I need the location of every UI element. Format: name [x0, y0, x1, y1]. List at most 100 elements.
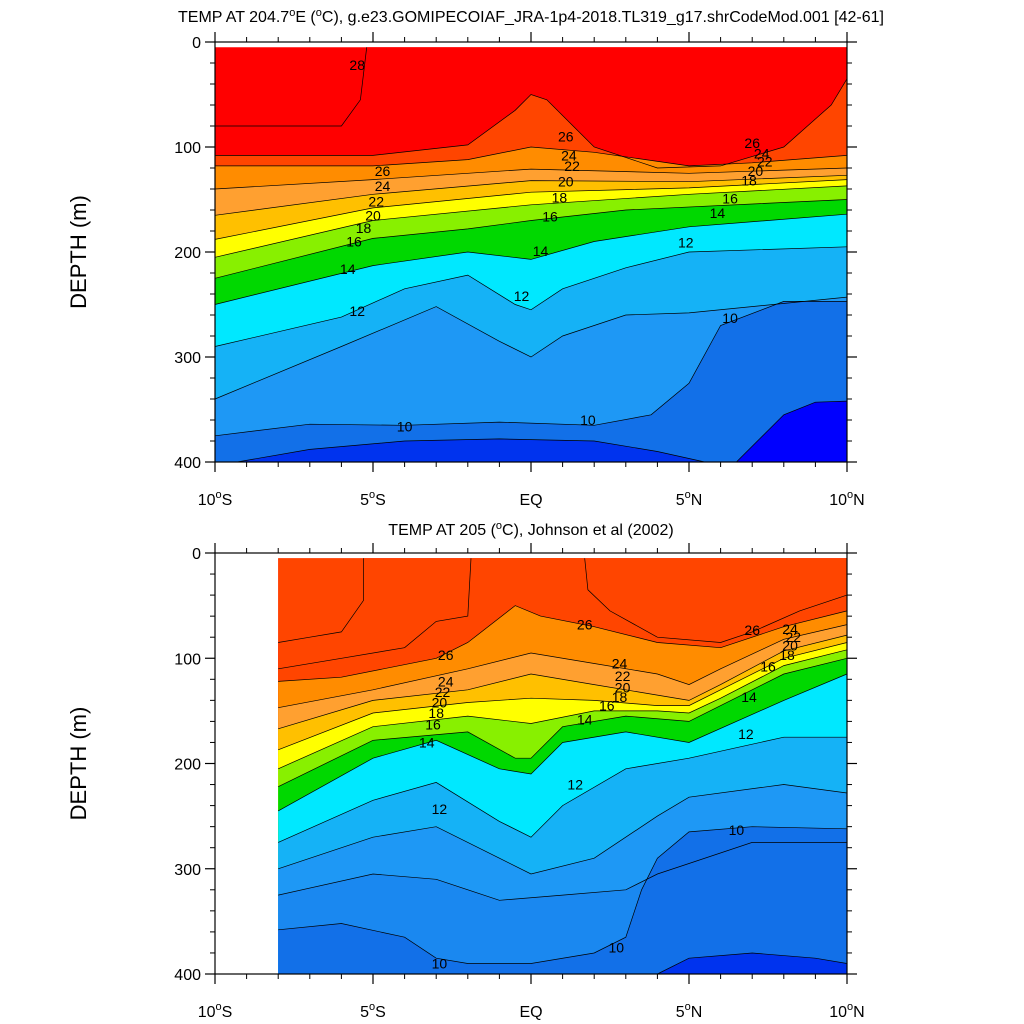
contour-label: 18: [552, 189, 568, 205]
contour-label: 14: [533, 243, 549, 259]
contour-label: 20: [615, 680, 631, 696]
y-tick-label: 300: [174, 350, 201, 367]
contour-label: 16: [722, 190, 738, 206]
x-tick-label: 10oS: [198, 1001, 233, 1021]
isotherm-line: [278, 605, 848, 682]
chart-title: TEMP AT 204.7oE (oC), g.e23.GOMIPECOIAF_…: [178, 7, 884, 26]
isotherm-line: [278, 657, 848, 788]
x-tick-label: 5oN: [676, 1001, 703, 1021]
contour-label: 26: [438, 647, 454, 663]
contour-label: 20: [558, 174, 574, 190]
isotherm-fill: [215, 438, 705, 462]
x-tick-label: 5oN: [676, 489, 703, 509]
contour-label: 18: [779, 647, 795, 663]
contour-label: 14: [577, 711, 593, 727]
isotherm-line: [278, 634, 848, 730]
contour-label: 18: [428, 705, 444, 721]
isotherm-line: [278, 826, 848, 964]
contour-label: 24: [612, 656, 628, 672]
isotherm-line: [278, 624, 848, 709]
contour-label: 16: [760, 659, 776, 675]
contour-label: 20: [432, 695, 448, 711]
chart-title: TEMP AT 205 (oC), Johnson et al (2002): [388, 520, 673, 539]
isotherm-fill: [736, 401, 847, 462]
isotherm-line: [278, 736, 847, 843]
contour-label: 26: [744, 622, 760, 638]
contour-label: 24: [561, 147, 577, 163]
isotherm-line: [214, 213, 848, 305]
contour-label: 12: [432, 801, 448, 817]
contour-label: 28: [349, 57, 365, 73]
isotherm-line: [278, 784, 848, 875]
contour-label: 14: [340, 261, 356, 277]
isotherm-line: [214, 199, 848, 279]
contour-label: 24: [754, 145, 770, 161]
y-tick-label: 100: [174, 651, 201, 668]
isotherm-fill: [278, 826, 847, 974]
isotherm-line: [215, 47, 368, 127]
contour-label: 26: [375, 163, 391, 179]
isotherm-fill: [657, 953, 847, 974]
contour-label: 12: [738, 726, 754, 742]
contour-label: 10: [722, 310, 738, 326]
y-tick-label: 200: [174, 757, 201, 774]
isotherm-line: [278, 842, 847, 901]
contour-label: 10: [609, 940, 625, 956]
contour-label: 22: [786, 629, 802, 645]
contour-label: 22: [435, 684, 451, 700]
isotherm-line: [278, 642, 848, 751]
contour-label: 10: [432, 956, 448, 972]
contour-label: 26: [558, 129, 574, 145]
contour-label: 14: [710, 205, 726, 221]
isotherm-line: [214, 301, 847, 437]
contour-label: 22: [757, 154, 773, 170]
contour-label: 22: [615, 668, 631, 684]
y-axis-label: DEPTH (m): [66, 707, 91, 821]
isotherm-line: [215, 146, 848, 167]
isotherm-line: [278, 558, 472, 670]
y-tick-label: 200: [174, 245, 201, 262]
y-tick-label: 0: [192, 546, 201, 563]
contour-label: 16: [599, 698, 615, 714]
isotherm-line: [214, 179, 848, 240]
contour-label: 24: [375, 178, 391, 194]
isotherm-line: [214, 246, 848, 347]
contour-label: 14: [419, 735, 435, 751]
contour-label: 16: [542, 208, 558, 224]
contour-label: 12: [514, 288, 530, 304]
isotherm-line: [278, 649, 848, 770]
contour-label: 22: [564, 158, 580, 174]
x-tick-label: 5oS: [360, 489, 386, 509]
contour-label: 12: [678, 235, 694, 251]
contour-label: 10: [729, 822, 745, 838]
isotherm-line: [278, 673, 848, 812]
y-tick-label: 0: [192, 35, 201, 52]
contour-label: 16: [425, 717, 441, 733]
contour-label: 16: [346, 234, 362, 250]
x-tick-label: EQ: [519, 492, 542, 509]
contour-label: 18: [356, 220, 372, 236]
isotherm-line: [584, 558, 848, 643]
contour-label: 22: [368, 194, 384, 210]
contour-label: 18: [612, 689, 628, 705]
x-tick-label: 10oS: [198, 489, 233, 509]
isotherm-fill: [215, 301, 847, 462]
isotherm-line: [214, 296, 848, 400]
x-tick-label: 5oS: [360, 1001, 386, 1021]
contour-label: 10: [397, 418, 413, 434]
y-tick-label: 400: [174, 967, 201, 984]
contour-label: 12: [349, 303, 365, 319]
isotherm-line: [215, 438, 705, 463]
contour-label: 18: [741, 173, 757, 189]
y-axis-label: DEPTH (m): [66, 195, 91, 309]
isotherm-line: [214, 174, 848, 216]
contour-label: 26: [744, 135, 760, 151]
x-tick-label: 10oN: [829, 489, 864, 509]
isotherm-line: [657, 952, 848, 975]
contour-label: 10: [580, 412, 596, 428]
y-tick-label: 400: [174, 455, 201, 472]
y-tick-label: 100: [174, 140, 201, 157]
